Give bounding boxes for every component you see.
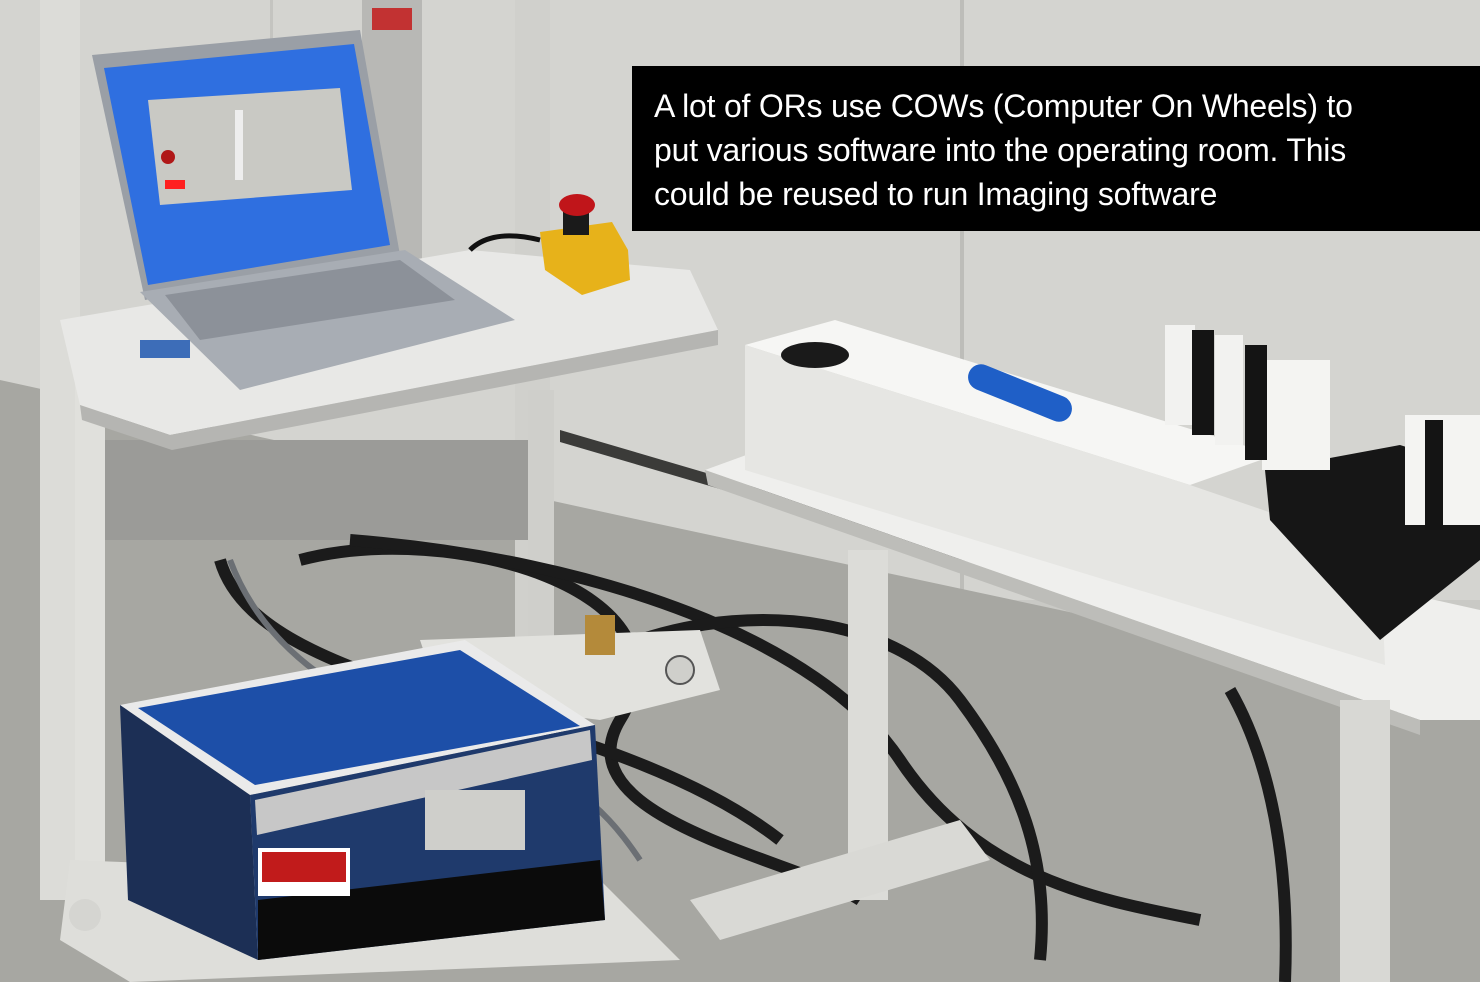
white-clamp — [1215, 335, 1243, 445]
white-clamp — [1165, 325, 1195, 425]
cart-top-shelf-edge — [80, 330, 718, 450]
cart-left-post — [40, 0, 80, 900]
black-strap — [1245, 345, 1267, 460]
epfl-logo-red — [262, 852, 346, 882]
right-table-top — [705, 450, 1480, 720]
cart-wheel — [69, 899, 101, 931]
right-table-foot — [690, 820, 990, 940]
white-clamp — [1262, 360, 1330, 470]
app-red-indicator — [161, 150, 175, 164]
controller-box-bottom-rail — [258, 860, 605, 960]
controller-box-vent — [255, 730, 592, 835]
device-blue-handle — [968, 364, 1072, 422]
caption-line: could be reused to run Imaging software — [654, 176, 1218, 212]
app-slider — [235, 110, 243, 180]
caption-line: A lot of ORs use COWs (Computer On Wheel… — [654, 88, 1353, 124]
laptop-port-connector — [140, 340, 190, 358]
right-table-leg — [1340, 700, 1390, 982]
power-display — [425, 790, 525, 850]
wall-panel-seam — [960, 0, 964, 640]
pressure-gauge — [665, 655, 695, 685]
stop-button-cable — [468, 233, 541, 252]
app-red-button — [165, 180, 185, 189]
black-strap — [1192, 330, 1214, 435]
cart-crossbar — [95, 440, 550, 540]
controller-box-side — [120, 705, 258, 960]
emergency-stop-housing — [540, 222, 630, 295]
app-window — [148, 88, 352, 205]
device-round-port — [781, 342, 849, 368]
caption-line: put various software into the operating … — [654, 132, 1347, 168]
cart-post — [75, 380, 105, 940]
laptop-keyboard — [165, 260, 455, 340]
brass-connector — [585, 615, 615, 655]
white-device-front — [745, 345, 1385, 665]
caption-box: A lot of ORs use COWs (Computer On Wheel… — [632, 66, 1480, 231]
rack-red-label — [372, 8, 412, 30]
emergency-stop-button — [559, 194, 595, 216]
controller-box-top-panel — [138, 650, 580, 785]
right-table-edge — [705, 470, 1420, 735]
right-table-leg — [848, 550, 888, 900]
black-strap — [1425, 420, 1443, 530]
